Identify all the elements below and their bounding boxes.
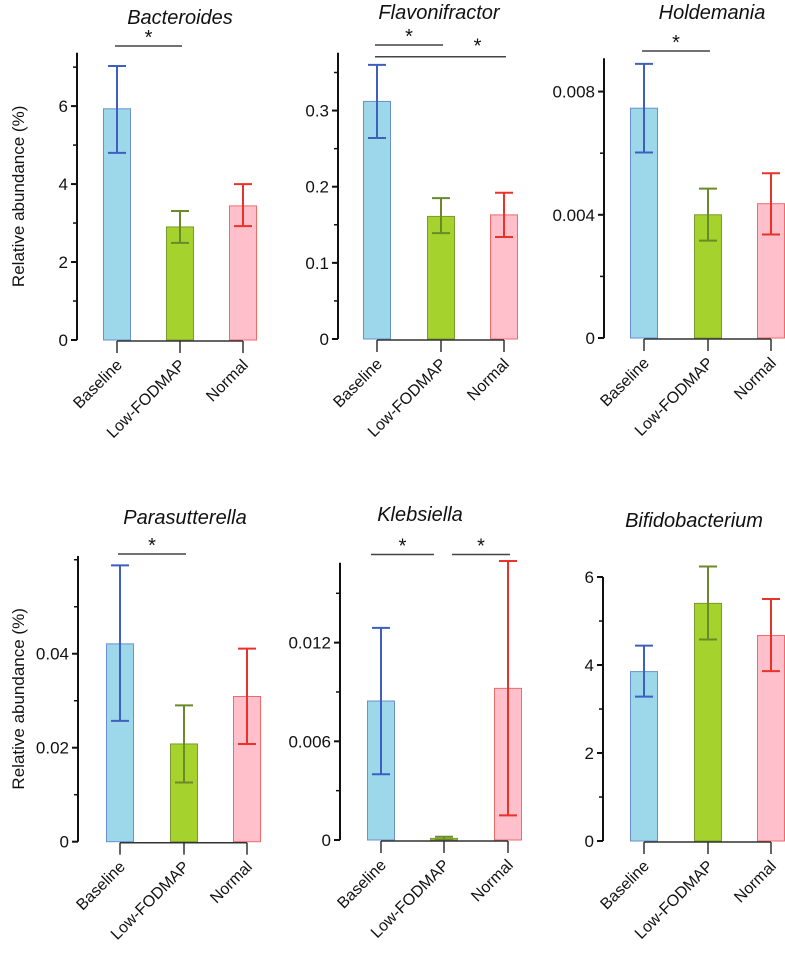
x-tick-label: Normal <box>731 355 779 403</box>
y-axis-label: Relative abundance (%) <box>9 106 28 287</box>
y-tick-label: 2 <box>585 744 594 763</box>
panel-title: Parasutterella <box>123 507 246 529</box>
significance-star: * <box>148 535 156 557</box>
bar-low-fodmap <box>694 602 722 842</box>
panel-title: Flavonifractor <box>378 2 500 24</box>
y-tick-label: 2 <box>59 253 68 272</box>
panel-bacteroides: Bacteroides Relative abundance (%) 0 2 4 6 Bas… <box>9 7 257 442</box>
error-bar <box>499 560 517 817</box>
y-tick-label: 0.006 <box>288 732 331 751</box>
significance-star: * <box>477 536 485 558</box>
bar-normal <box>229 205 257 341</box>
error-bar <box>234 183 252 228</box>
y-tick-label: 4 <box>59 175 68 194</box>
y-axis-label: Relative abundance (%) <box>9 608 28 789</box>
y-tick-label: 6 <box>585 568 594 587</box>
error-bar <box>699 565 717 641</box>
error-bar <box>171 209 189 244</box>
error-bar <box>432 197 450 235</box>
y-tick-label: 0.2 <box>305 178 329 197</box>
y-tick-label: 0.008 <box>552 83 595 102</box>
y-tick-label: 0.1 <box>305 254 329 273</box>
x-tick-label: Normal <box>468 857 516 905</box>
y-tick-label: 0 <box>586 329 595 348</box>
x-tick-label: Baseline <box>73 858 128 913</box>
y-tick-label: 0 <box>59 331 68 350</box>
error-bar <box>495 191 513 238</box>
x-tick-label: Baseline <box>597 355 652 410</box>
y-tick-label: 4 <box>585 656 594 675</box>
x-tick-label: Baseline <box>70 357 125 412</box>
panel-parasutterella: Parasutterella Relative abundance (%) 0 0.0… <box>9 507 261 943</box>
error-bar <box>238 647 256 745</box>
y-tick-label: 0.004 <box>552 206 595 225</box>
y-tick-label: 0.02 <box>36 739 69 758</box>
y-tick-label: 0 <box>322 831 331 850</box>
y-tick-label: 0.3 <box>305 102 329 121</box>
error-bar <box>699 187 717 242</box>
significance-star: * <box>474 36 482 58</box>
x-tick-label: Baseline <box>330 356 385 411</box>
y-tick-label: 6 <box>59 97 68 116</box>
y-tick-label: 0 <box>60 833 69 852</box>
y-tick-label: 0.012 <box>288 634 331 653</box>
bar-low-fodmap <box>427 215 455 340</box>
significance-star: * <box>672 32 680 54</box>
x-tick-label: Normal <box>731 858 779 906</box>
error-bar <box>762 172 780 236</box>
error-bar <box>762 598 780 673</box>
panel-title: Bifidobacterium <box>625 510 763 532</box>
error-bar <box>175 704 193 784</box>
error-bar <box>372 626 390 776</box>
panel-title: Holdemania <box>659 2 766 24</box>
x-tick-label: Baseline <box>334 857 389 912</box>
y-tick-label: 0.04 <box>36 645 69 664</box>
panel-title: Klebsiella <box>377 504 463 526</box>
x-tick-label: Normal <box>203 357 251 405</box>
x-tick-label: Normal <box>207 859 255 907</box>
significance-star: * <box>405 26 413 48</box>
significance-star: * <box>399 536 407 558</box>
error-bar <box>435 835 453 841</box>
y-tick-label: 0 <box>585 832 594 851</box>
panel-flavonifractor: Flavonifractor00.10.20.3BaselineLow-FODM… <box>305 2 518 441</box>
error-bar <box>635 62 653 154</box>
x-tick-label: Baseline <box>597 858 652 913</box>
error-bar <box>368 63 386 139</box>
y-tick-label: 0 <box>320 330 329 349</box>
x-tick-label: Normal <box>464 356 512 404</box>
significance-star: * <box>145 27 153 49</box>
error-bar <box>111 564 129 722</box>
panel-title: Bacteroides <box>127 7 233 29</box>
error-bar <box>108 64 126 154</box>
error-bar <box>635 644 653 698</box>
